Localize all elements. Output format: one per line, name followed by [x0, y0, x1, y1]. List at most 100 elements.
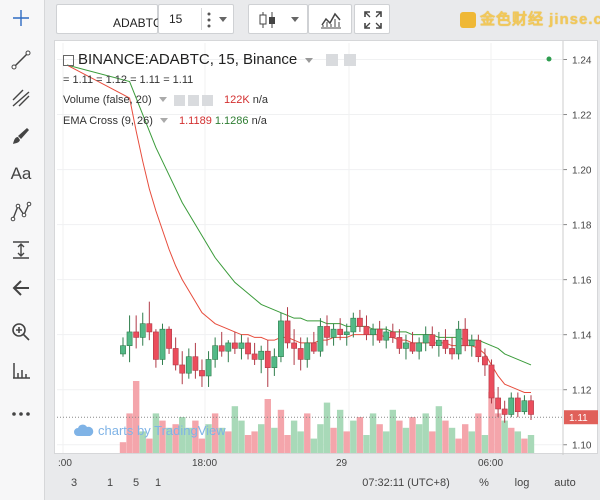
volume-bar	[165, 427, 173, 453]
close-icon[interactable]	[201, 94, 213, 106]
candle-body	[389, 331, 396, 338]
volume-bar	[521, 438, 528, 453]
log-toggle[interactable]: log	[514, 477, 530, 489]
remove-tool[interactable]	[4, 272, 38, 304]
candle-body	[126, 331, 133, 346]
candle-body	[304, 342, 311, 360]
volume-bar	[231, 406, 239, 453]
text-tool[interactable]: Aa	[4, 158, 38, 190]
candle-body	[139, 323, 146, 338]
measure-tool[interactable]	[4, 234, 38, 266]
status-dot	[546, 56, 552, 62]
eye-icon[interactable]	[343, 54, 356, 67]
volume-bar	[271, 427, 278, 453]
clock: 07:32:11 (UTC+8)	[362, 477, 450, 489]
trend-line-icon	[11, 50, 31, 70]
percent-toggle[interactable]: %	[479, 477, 489, 489]
candle-body	[521, 400, 528, 413]
zoom-tool[interactable]	[4, 316, 38, 348]
candle-body	[199, 370, 205, 377]
candle-body	[508, 397, 515, 415]
eye-icon[interactable]	[187, 94, 199, 106]
chevron-down-icon[interactable]	[305, 58, 314, 64]
collapse-icon[interactable]	[63, 54, 74, 66]
price-chart[interactable]: 1.24 1.22 1.20 1.18 1.16 1.14 1.12 1.10 1.11	[55, 41, 599, 455]
volume-na: n/a	[252, 94, 269, 106]
candle-body	[528, 400, 534, 415]
chart-panel[interactable]: 1.24 1.22 1.20 1.18 1.16 1.14 1.12 1.10 1.11 BIN…	[54, 40, 599, 455]
volume-bar	[402, 427, 410, 453]
ruler-tool[interactable]	[4, 354, 38, 386]
settings-icon[interactable]	[173, 94, 185, 106]
crosshair-tool[interactable]	[4, 2, 38, 34]
crosshair-icon	[13, 10, 29, 26]
pattern-icon	[10, 201, 32, 222]
volume-bar	[126, 413, 133, 453]
chevron-down-icon[interactable]	[158, 97, 167, 103]
candle-body	[330, 328, 337, 338]
fullscreen-button[interactable]	[354, 4, 390, 34]
pattern-tool[interactable]	[4, 196, 38, 228]
ruler-icon	[13, 363, 30, 379]
volume-bar	[389, 409, 397, 453]
candle-body	[357, 317, 363, 327]
candle-body	[429, 334, 436, 346]
volume-bar	[508, 427, 515, 453]
brush-tool[interactable]	[4, 120, 38, 152]
last-price-label: 1.11	[569, 413, 588, 424]
volume-bar	[323, 402, 331, 453]
candle-body	[514, 397, 521, 413]
candle-body	[422, 334, 429, 344]
range-5[interactable]: 5	[132, 477, 140, 489]
chevron-down-icon[interactable]	[218, 16, 228, 24]
candle-body	[146, 323, 153, 333]
volume-bar	[330, 427, 337, 453]
bottom-bar: 3 1 5 1 07:32:11 (UTC+8) % log auto	[54, 470, 598, 496]
volume-bar	[442, 420, 449, 453]
volume-bar	[218, 427, 225, 453]
candle-body	[185, 356, 192, 374]
volume-bar	[481, 435, 489, 453]
volume-bar	[514, 431, 522, 453]
volume-label: Volume (false, 20)	[63, 94, 152, 106]
candle-body	[403, 342, 409, 349]
time-tick-label: 18:00	[192, 458, 218, 469]
interval-box: 15	[158, 4, 234, 34]
price-tick-label: 1.14	[572, 331, 592, 342]
auto-toggle[interactable]: auto	[554, 477, 576, 489]
kebab-icon[interactable]	[206, 11, 212, 29]
candle-body	[337, 328, 344, 335]
volume-bar	[448, 427, 456, 453]
range-3[interactable]: 3	[70, 477, 78, 489]
cloud-icon	[74, 424, 94, 436]
chart-type-button[interactable]	[248, 4, 308, 34]
candle-body	[435, 339, 442, 346]
volume-bar	[376, 424, 383, 453]
candle-body	[383, 331, 390, 341]
fib-tool[interactable]	[4, 82, 38, 114]
volume-bar	[185, 427, 193, 453]
settings-icon[interactable]	[325, 54, 338, 67]
fib-icon	[12, 89, 30, 107]
volume-bar	[527, 435, 535, 453]
text-icon: Aa	[10, 164, 32, 183]
candle-body	[251, 353, 258, 360]
site-logo-icon	[460, 12, 476, 29]
ema-label: EMA Cross (9, 26)	[63, 115, 153, 127]
chevron-down-icon[interactable]	[159, 118, 168, 124]
interval-value[interactable]: 15	[169, 12, 183, 26]
time-tick-label: 06:00	[478, 458, 504, 469]
more-tools[interactable]	[4, 398, 38, 430]
candle-body	[212, 345, 219, 360]
trend-line-tool[interactable]	[4, 44, 38, 76]
volume-bar	[468, 431, 475, 453]
tradingview-watermark[interactable]: charts by TradingView	[73, 423, 226, 438]
range-1[interactable]: 1	[106, 477, 114, 489]
volume-bar	[172, 424, 179, 453]
tradingview-watermark-text: charts by TradingView	[98, 423, 226, 438]
volume-bar	[396, 420, 403, 453]
candle-body	[258, 350, 265, 360]
range-1b[interactable]: 1	[154, 477, 162, 489]
indicators-button[interactable]	[308, 4, 352, 34]
candle-body	[205, 359, 212, 377]
